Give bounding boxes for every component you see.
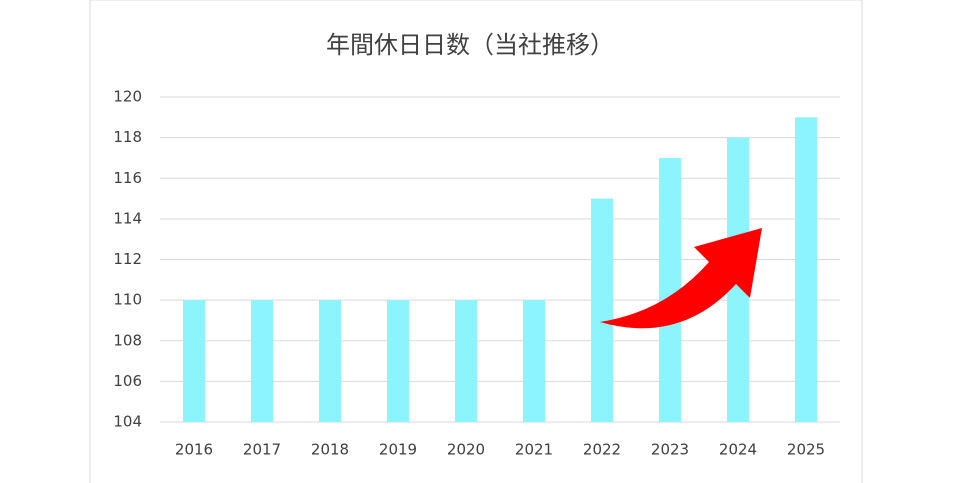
bar [795, 117, 817, 422]
x-tick-label: 2018 [311, 441, 349, 459]
x-tick-label: 2022 [583, 441, 621, 459]
trend-arrow [600, 228, 762, 329]
x-tick-label: 2017 [243, 441, 281, 459]
y-tick-label: 116 [113, 169, 142, 187]
x-tick-label: 2016 [175, 441, 213, 459]
y-tick-label: 118 [113, 128, 142, 146]
x-tick-label: 2025 [787, 441, 825, 459]
chart-title: 年間休日日数（当社推移） [326, 31, 614, 59]
x-tick-label: 2020 [447, 441, 485, 459]
x-tick-label: 2024 [719, 441, 757, 459]
y-tick-label: 110 [113, 291, 142, 309]
y-tick-label: 112 [113, 250, 142, 268]
x-tick-label: 2021 [515, 441, 553, 459]
bar [591, 198, 613, 422]
y-tick-label: 108 [113, 331, 142, 349]
y-tick-label: 114 [113, 209, 142, 227]
y-tick-label: 104 [113, 413, 142, 431]
bar [387, 300, 409, 422]
bar [523, 300, 545, 422]
x-tick-label: 2023 [651, 441, 689, 459]
bar [183, 300, 205, 422]
bar [455, 300, 477, 422]
x-tick-label: 2019 [379, 441, 417, 459]
bar [319, 300, 341, 422]
y-tick-label: 106 [113, 372, 142, 390]
y-tick-label: 120 [113, 88, 142, 106]
bar [251, 300, 273, 422]
bar [659, 157, 681, 422]
